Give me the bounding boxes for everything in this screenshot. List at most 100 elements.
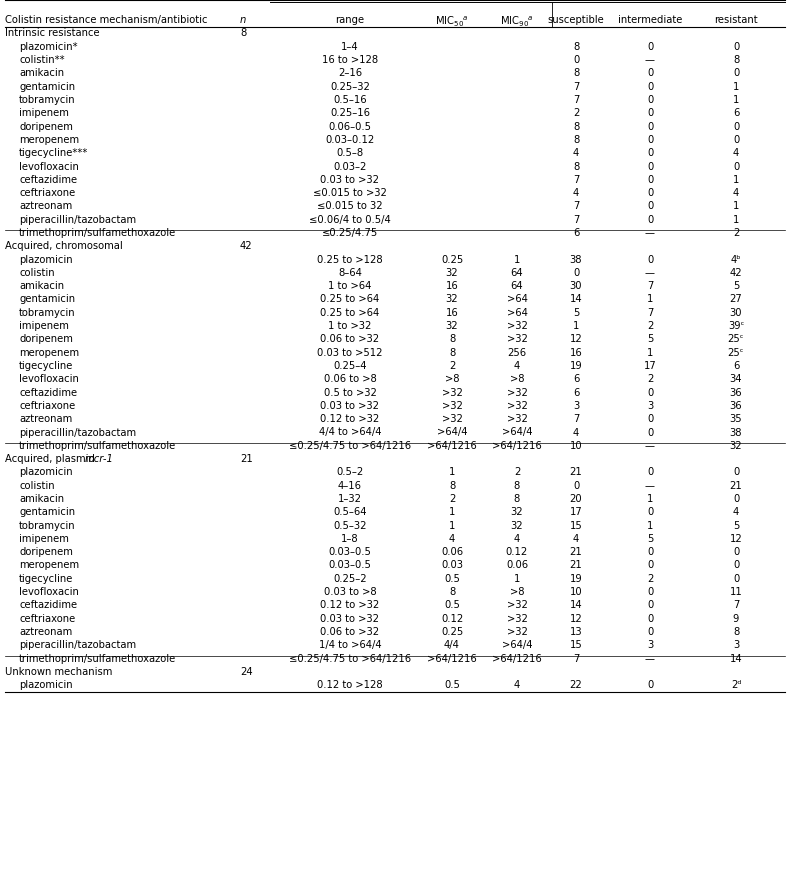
Text: piperacillin/tazobactam: piperacillin/tazobactam xyxy=(19,428,136,438)
Text: 7: 7 xyxy=(647,281,653,291)
Text: 36: 36 xyxy=(730,387,743,398)
Text: 7: 7 xyxy=(573,175,579,185)
Text: amikacin: amikacin xyxy=(19,68,64,79)
Text: 12: 12 xyxy=(570,613,582,624)
Text: 0: 0 xyxy=(647,135,653,145)
Text: piperacillin/tazobactam: piperacillin/tazobactam xyxy=(19,215,136,225)
Text: 32: 32 xyxy=(510,521,523,530)
Text: 0.5 to >32: 0.5 to >32 xyxy=(324,387,377,398)
Text: 8: 8 xyxy=(240,28,246,39)
Text: 0: 0 xyxy=(733,547,739,557)
Text: Colistin resistance mechanism/antibiotic: Colistin resistance mechanism/antibiotic xyxy=(5,15,208,25)
Text: 3: 3 xyxy=(573,401,579,411)
Text: 3: 3 xyxy=(647,640,653,651)
Text: 21: 21 xyxy=(570,547,582,557)
Text: 14: 14 xyxy=(570,294,582,304)
Text: 0: 0 xyxy=(647,255,653,264)
Text: doripenem: doripenem xyxy=(19,334,73,345)
Text: ceftriaxone: ceftriaxone xyxy=(19,188,75,198)
Text: >32: >32 xyxy=(442,415,462,424)
Text: 1 to >32: 1 to >32 xyxy=(329,321,371,332)
Text: 8: 8 xyxy=(573,162,579,171)
Text: 0: 0 xyxy=(573,55,579,65)
Text: 30: 30 xyxy=(570,281,582,291)
Text: >32: >32 xyxy=(442,387,462,398)
Text: 0: 0 xyxy=(573,268,579,278)
Text: 1: 1 xyxy=(449,468,455,477)
Text: 0.5: 0.5 xyxy=(444,574,460,583)
Text: 19: 19 xyxy=(570,361,582,371)
Text: 13: 13 xyxy=(570,627,582,637)
Text: 0: 0 xyxy=(733,162,739,171)
Text: >64/1216: >64/1216 xyxy=(492,441,542,451)
Text: 6: 6 xyxy=(573,374,579,385)
Text: 0: 0 xyxy=(647,680,653,690)
Text: 17: 17 xyxy=(644,361,656,371)
Text: 7: 7 xyxy=(733,600,739,610)
Text: 5: 5 xyxy=(733,281,739,291)
Text: ceftazidime: ceftazidime xyxy=(19,175,77,185)
Text: 0.25–4: 0.25–4 xyxy=(333,361,367,371)
Text: 32: 32 xyxy=(446,268,458,278)
Text: 16 to >128: 16 to >128 xyxy=(322,55,378,65)
Text: 6: 6 xyxy=(573,228,579,238)
Text: 4: 4 xyxy=(573,534,579,544)
Text: 0: 0 xyxy=(733,560,739,570)
Text: 32: 32 xyxy=(446,321,458,332)
Text: 0: 0 xyxy=(647,42,653,52)
Text: 7: 7 xyxy=(573,653,579,664)
Text: ceftazidime: ceftazidime xyxy=(19,387,77,398)
Text: 0.03 to >32: 0.03 to >32 xyxy=(321,401,379,411)
Text: —: — xyxy=(645,55,655,65)
Text: 14: 14 xyxy=(570,600,582,610)
Text: 0.06–0.5: 0.06–0.5 xyxy=(329,122,371,132)
Text: imipenem: imipenem xyxy=(19,534,69,544)
Text: 2: 2 xyxy=(647,321,653,332)
Text: 1: 1 xyxy=(647,494,653,504)
Text: ≤0.06/4 to 0.5/4: ≤0.06/4 to 0.5/4 xyxy=(309,215,391,225)
Text: 4–16: 4–16 xyxy=(338,481,362,491)
Text: 20: 20 xyxy=(570,494,582,504)
Text: 0: 0 xyxy=(647,175,653,185)
Text: 0: 0 xyxy=(647,468,653,477)
Text: 1–4: 1–4 xyxy=(341,42,359,52)
Text: 2: 2 xyxy=(647,374,653,385)
Text: 0.25–2: 0.25–2 xyxy=(333,574,367,583)
Text: doripenem: doripenem xyxy=(19,122,73,132)
Text: levofloxacin: levofloxacin xyxy=(19,162,79,171)
Text: 8: 8 xyxy=(514,494,520,504)
Text: 21: 21 xyxy=(730,481,743,491)
Text: ≤0.015 to >32: ≤0.015 to >32 xyxy=(313,188,387,198)
Text: 2: 2 xyxy=(449,361,455,371)
Text: >32: >32 xyxy=(506,334,528,345)
Text: 2: 2 xyxy=(514,468,520,477)
Text: 1–32: 1–32 xyxy=(338,494,362,504)
Text: 4: 4 xyxy=(514,680,520,690)
Text: meropenem: meropenem xyxy=(19,135,79,145)
Text: 1/4 to >64/4: 1/4 to >64/4 xyxy=(318,640,382,651)
Text: 0: 0 xyxy=(647,627,653,637)
Text: 0.03: 0.03 xyxy=(441,560,463,570)
Text: 0.5–2: 0.5–2 xyxy=(337,468,363,477)
Text: 32: 32 xyxy=(730,441,743,451)
Text: 7: 7 xyxy=(573,415,579,424)
Text: ≤0.25/4.75: ≤0.25/4.75 xyxy=(322,228,378,238)
Text: 0.06 to >32: 0.06 to >32 xyxy=(321,334,379,345)
Text: 1: 1 xyxy=(733,175,739,185)
Text: 30: 30 xyxy=(730,308,743,318)
Text: ceftriaxone: ceftriaxone xyxy=(19,613,75,624)
Text: 7: 7 xyxy=(573,81,579,92)
Text: ≤0.015 to 32: ≤0.015 to 32 xyxy=(318,202,383,211)
Text: 0: 0 xyxy=(647,162,653,171)
Text: 1: 1 xyxy=(449,507,455,517)
Text: >32: >32 xyxy=(506,387,528,398)
Text: trimethoprim/sulfamethoxazole: trimethoprim/sulfamethoxazole xyxy=(19,441,176,451)
Text: >64/4: >64/4 xyxy=(502,640,532,651)
Text: 0: 0 xyxy=(647,202,653,211)
Text: 0.12 to >32: 0.12 to >32 xyxy=(321,600,380,610)
Text: 0.03 to >32: 0.03 to >32 xyxy=(321,613,379,624)
Text: 16: 16 xyxy=(446,281,458,291)
Text: 0: 0 xyxy=(647,109,653,118)
Text: 1: 1 xyxy=(733,81,739,92)
Text: 38: 38 xyxy=(730,428,743,438)
